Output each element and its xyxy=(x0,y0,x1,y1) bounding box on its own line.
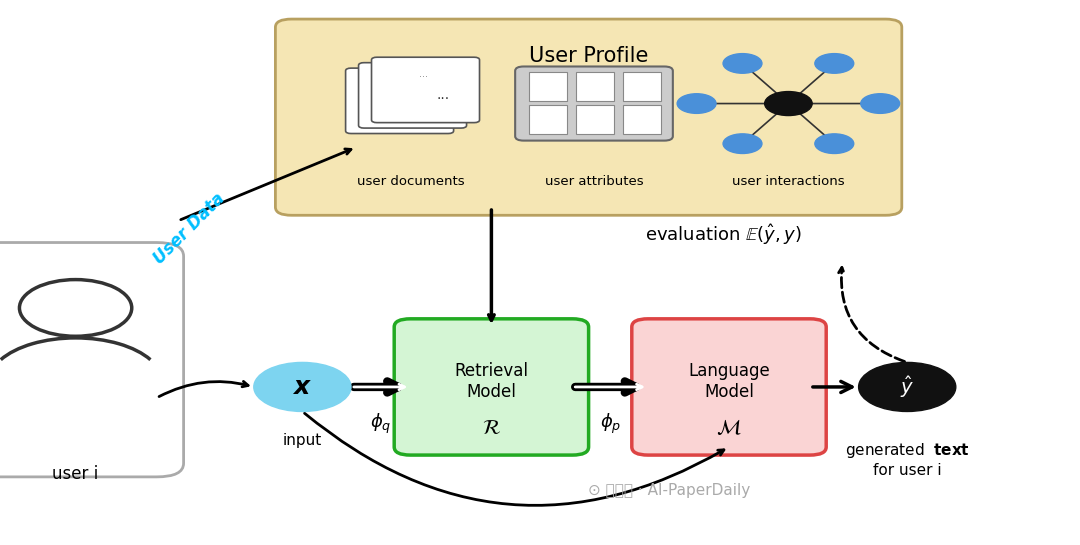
Circle shape xyxy=(677,94,716,113)
Text: $\phi_p$: $\phi_p$ xyxy=(599,411,621,435)
Text: evaluation $\mathbb{E}(\hat{y}, y)$: evaluation $\mathbb{E}(\hat{y}, y)$ xyxy=(645,222,802,247)
Circle shape xyxy=(861,94,900,113)
FancyBboxPatch shape xyxy=(359,63,467,128)
FancyBboxPatch shape xyxy=(275,19,902,215)
Circle shape xyxy=(765,92,812,116)
FancyBboxPatch shape xyxy=(0,243,184,477)
Text: generated  $\mathbf{text}$
for user i: generated $\mathbf{text}$ for user i xyxy=(845,441,970,478)
Text: $\boldsymbol{x}$: $\boldsymbol{x}$ xyxy=(293,375,312,399)
Text: input: input xyxy=(283,433,322,449)
Circle shape xyxy=(814,134,854,154)
FancyBboxPatch shape xyxy=(632,319,826,455)
FancyBboxPatch shape xyxy=(372,57,480,123)
Text: ...: ... xyxy=(419,69,428,78)
Text: $\phi_q$: $\phi_q$ xyxy=(370,411,391,435)
Text: user i: user i xyxy=(53,465,98,483)
Circle shape xyxy=(254,362,351,411)
FancyBboxPatch shape xyxy=(623,105,661,134)
Text: Retrieval
Model: Retrieval Model xyxy=(455,362,528,401)
Circle shape xyxy=(19,280,132,336)
FancyBboxPatch shape xyxy=(576,72,615,101)
Circle shape xyxy=(724,53,762,73)
Text: user attributes: user attributes xyxy=(544,175,644,188)
Text: user interactions: user interactions xyxy=(732,175,845,188)
Circle shape xyxy=(814,53,854,73)
Text: ⊙ 公众号 · AI-PaperDaily: ⊙ 公众号 · AI-PaperDaily xyxy=(589,483,751,498)
Text: $\hat{y}$: $\hat{y}$ xyxy=(900,374,915,400)
FancyBboxPatch shape xyxy=(529,72,567,101)
FancyBboxPatch shape xyxy=(576,105,615,134)
Text: User Data: User Data xyxy=(150,190,228,268)
FancyBboxPatch shape xyxy=(529,105,567,134)
Text: $\mathcal{M}$: $\mathcal{M}$ xyxy=(716,418,742,438)
Text: user documents: user documents xyxy=(356,175,464,188)
FancyBboxPatch shape xyxy=(346,68,454,134)
Text: Language
Model: Language Model xyxy=(688,362,770,401)
Text: User Profile: User Profile xyxy=(529,46,648,66)
Circle shape xyxy=(724,134,762,154)
FancyBboxPatch shape xyxy=(515,66,673,141)
Text: $\mathcal{R}$: $\mathcal{R}$ xyxy=(482,418,501,438)
Text: ...: ... xyxy=(436,88,449,102)
FancyBboxPatch shape xyxy=(394,319,589,455)
Circle shape xyxy=(859,362,956,411)
FancyBboxPatch shape xyxy=(623,72,661,101)
